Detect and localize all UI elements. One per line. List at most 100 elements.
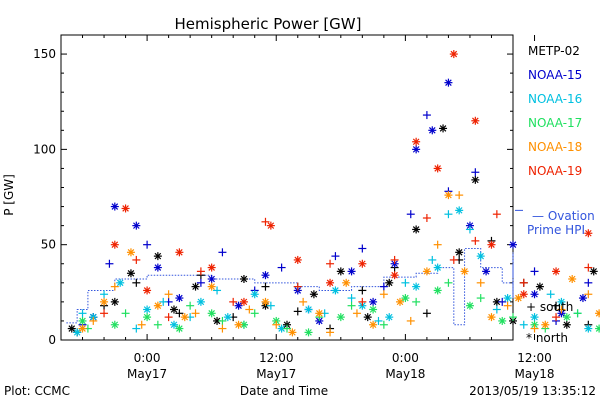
south-point	[293, 307, 302, 316]
north-point	[530, 313, 539, 322]
south-point	[422, 111, 431, 120]
y-tick-label: 150	[33, 47, 56, 61]
north-point	[595, 309, 600, 318]
south-point	[143, 240, 152, 249]
north-point	[428, 126, 437, 135]
south-point	[546, 290, 555, 299]
north-point	[422, 267, 431, 276]
north-point	[342, 278, 351, 287]
legend-entry-metp-02: METP-02	[528, 44, 580, 58]
north-point	[239, 275, 248, 283]
north-point	[266, 221, 275, 230]
north-point	[369, 320, 378, 329]
south-point	[557, 305, 566, 314]
north-point	[460, 267, 469, 276]
south-point	[530, 267, 539, 276]
south-point	[196, 267, 205, 276]
legend-entry-noaa-16: NOAA-16	[528, 92, 582, 106]
south-point	[573, 309, 582, 318]
north-point	[110, 202, 119, 211]
south-point	[272, 320, 281, 329]
north-point	[153, 263, 162, 272]
north-point	[584, 324, 593, 333]
south-point	[218, 324, 227, 333]
north-point	[433, 164, 442, 173]
north-point	[315, 309, 324, 318]
south-point	[100, 290, 109, 299]
north-point	[433, 286, 442, 295]
north-point	[369, 297, 378, 306]
north-point	[568, 275, 577, 283]
legend-entry-noaa-19: NOAA-19	[528, 164, 582, 178]
south-point	[191, 309, 200, 318]
south-point	[100, 309, 109, 318]
south-point	[584, 263, 593, 272]
north-point	[433, 263, 442, 272]
south-point	[218, 316, 227, 325]
south-point	[444, 278, 453, 287]
axis-ticks: 0 50 100 150 0:00 May17 12:00 May17 0:00 May18 12:…	[33, 34, 555, 381]
south-point	[250, 309, 259, 318]
south-point	[476, 278, 485, 287]
plot-timestamp: 2013/05/19 13:35:12	[469, 384, 596, 398]
north-point	[336, 267, 345, 276]
north-point	[503, 294, 512, 303]
north-point	[143, 313, 152, 322]
south-point	[186, 301, 195, 310]
north-point	[261, 297, 270, 306]
x-tick-label-date: May17	[127, 367, 167, 381]
north-point	[153, 252, 162, 261]
south-point	[358, 286, 367, 295]
south-point	[422, 214, 431, 222]
south-point	[444, 210, 453, 219]
north-point	[390, 271, 399, 280]
north-point	[250, 290, 259, 299]
north-point	[73, 328, 82, 337]
south-point	[471, 236, 480, 245]
north-point	[396, 297, 404, 306]
north-point	[110, 320, 119, 329]
south-point	[519, 278, 528, 287]
y-tick-label: 0	[48, 333, 56, 347]
north-point	[100, 297, 109, 306]
north-point	[223, 313, 232, 322]
south-point	[153, 320, 162, 329]
plot-credit: Plot: CCMC	[4, 384, 70, 398]
north-point	[175, 294, 184, 303]
x-axis-label: Date and Time	[240, 384, 328, 398]
south-point	[132, 255, 141, 264]
north-point	[175, 324, 184, 333]
north-point	[412, 282, 421, 291]
north-point	[487, 313, 496, 322]
south-point	[503, 301, 512, 310]
north-point	[143, 286, 152, 295]
south-point	[406, 316, 415, 325]
north-point	[304, 305, 313, 314]
south-point	[196, 278, 205, 287]
south-point	[379, 290, 388, 299]
north-point	[207, 263, 216, 272]
north-point	[385, 313, 394, 322]
north-point	[369, 305, 378, 314]
south-point	[422, 309, 431, 318]
north-point	[444, 191, 453, 200]
south-point	[584, 290, 593, 299]
y-tick-label: 50	[41, 238, 56, 252]
plot-frame	[60, 34, 514, 341]
legend: METP-02 NOAA-15 NOAA-16 NOAA-17 NOAA-18 NOAA-…	[528, 44, 582, 178]
south-point	[159, 297, 168, 306]
south-point	[164, 313, 173, 322]
north-point	[234, 301, 243, 310]
north-point	[487, 240, 496, 249]
south-point	[352, 309, 361, 318]
north-point	[455, 206, 464, 215]
north-point	[589, 267, 598, 276]
north-point	[595, 324, 600, 333]
ovation-label-line1: — Ovation	[532, 209, 595, 223]
south-point	[105, 259, 114, 268]
south-point	[132, 324, 141, 333]
north-point	[562, 320, 571, 329]
south-point	[449, 255, 458, 264]
north-point	[110, 240, 119, 249]
